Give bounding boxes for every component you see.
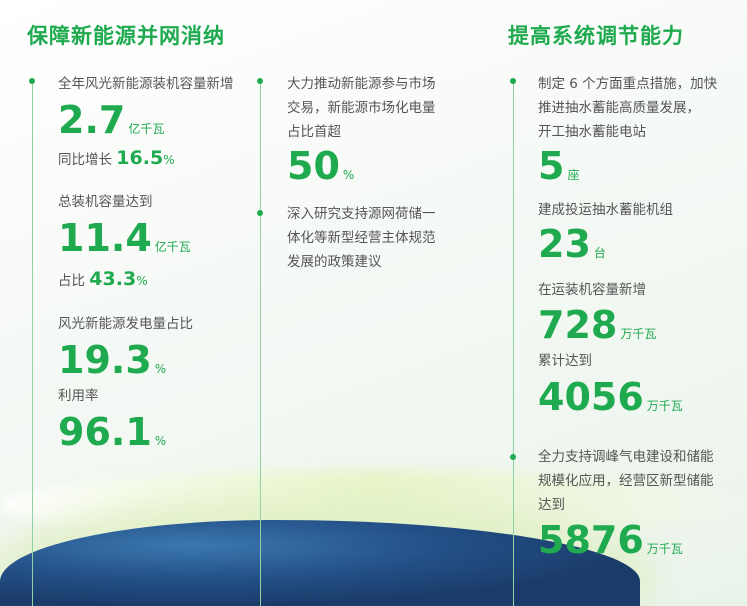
label: 风光新能源发电量占比	[58, 316, 193, 332]
timeline-dot	[29, 78, 35, 84]
paragraph: 大力推动新能源参与市场 交易，新能源市场化电量 占比首超	[287, 76, 436, 140]
right-timeline	[513, 80, 514, 606]
value: 50%	[287, 144, 355, 188]
value: 5876 万千瓦	[538, 518, 683, 562]
value: 11.4 亿千瓦	[58, 216, 191, 260]
value: 4056 万千瓦	[538, 375, 683, 419]
left-timeline	[32, 80, 33, 606]
value: 19.3%	[58, 338, 167, 382]
value: 2.7 亿千瓦	[58, 98, 165, 142]
paragraph: 全力支持调峰气电建设和储能 规模化应用，经营区新型储能 达到	[538, 449, 714, 513]
timeline-dot	[257, 78, 263, 84]
timeline-dot	[510, 454, 516, 460]
label: 总装机容量达到	[58, 194, 153, 210]
middle-timeline	[260, 80, 261, 606]
timeline-dot	[510, 78, 516, 84]
paragraph: 制定 6 个方面重点措施，加快 推进抽水蓄能高质量发展， 开工抽水蓄能电站	[538, 76, 718, 140]
label: 累计达到	[538, 353, 592, 369]
sub-stat: 同比增长 16.5%	[58, 147, 175, 169]
label: 利用率	[58, 388, 99, 404]
value: 728 万千瓦	[538, 303, 657, 347]
left-title: 保障新能源并网消纳	[27, 24, 225, 48]
sub-stat: 占比 43.3%	[58, 268, 148, 290]
label: 建成投运抽水蓄能机组	[538, 202, 673, 218]
label: 全年风光新能源装机容量新增	[58, 76, 234, 92]
paragraph: 深入研究支持源网荷储一 体化等新型经营主体规范 发展的政策建议	[287, 206, 436, 270]
label: 在运装机容量新增	[538, 282, 646, 298]
timeline-dot	[257, 210, 263, 216]
value: 23 台	[538, 222, 606, 266]
right-title: 提高系统调节能力	[508, 24, 684, 48]
value: 96.1%	[58, 410, 167, 454]
